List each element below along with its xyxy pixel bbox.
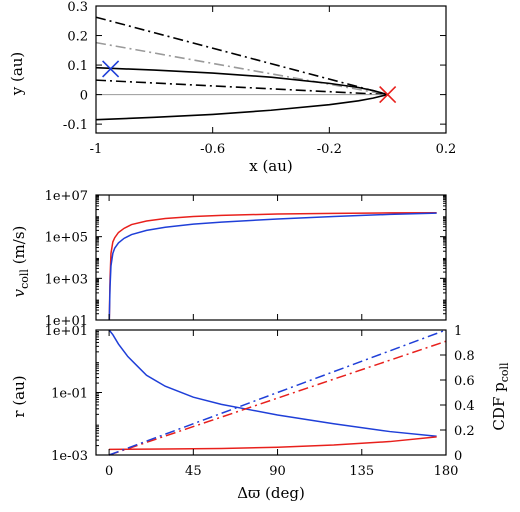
y-tick-label: -0.1	[63, 118, 88, 133]
y-tick-label: 1e+01	[45, 314, 88, 329]
velocity-line-0	[108, 211, 437, 321]
x-tick-label: 0.2	[436, 142, 457, 157]
orbit-line-4	[95, 66, 388, 96]
y-tick-label: 1e+05	[45, 231, 88, 246]
distance-line-1	[109, 436, 437, 451]
orbit-panel: -1 -0.6 -0.2 0.2 -0.1 0 0.1 0.2 0.3 x (au) y (au)	[8, 0, 456, 175]
y2-label-main: CDF p	[490, 382, 508, 430]
y2-tick-label: 0.4	[454, 399, 475, 414]
y-label-unit: (m/s)	[10, 226, 28, 269]
y2-axis-label: CDF pcoll	[490, 362, 511, 431]
x-tick-label: -0.2	[317, 142, 342, 157]
y-label-main: v	[10, 288, 28, 297]
distance-line-3	[108, 329, 447, 456]
x-tick-label: 45	[185, 464, 202, 479]
y2-tick-label: 0.2	[454, 424, 475, 439]
velocity-panel: 1e+01 1e+03 1e+05 1e+07 vcoll (m/s)	[10, 189, 447, 329]
velocity-line-1	[108, 212, 437, 321]
x-axis-label: x (au)	[249, 157, 293, 175]
y-label-sub: coll	[18, 269, 31, 289]
y-tick-label: 1e-01	[51, 387, 88, 402]
orbit-line-5	[95, 93, 388, 121]
distance-panel: 1e-03 1e-01 1e+01 0 0.2 0.4 0.6 0.8 1 0 45 90 135 180…	[10, 324, 511, 502]
velocity-frame	[95, 194, 447, 321]
distance-line-0	[108, 329, 437, 437]
x-axis-label: Δϖ (deg)	[237, 484, 305, 502]
y2-tick-label: 0	[454, 449, 462, 464]
y-tick-label: 0	[80, 89, 88, 104]
orbit-line-1	[95, 41, 388, 96]
x-tick-label: -0.6	[200, 142, 225, 157]
y-axis-label: r (au)	[10, 375, 28, 417]
orbit-line-2	[95, 79, 388, 96]
y-tick-label: 1e+03	[45, 272, 88, 287]
y-tick-label: 0.2	[67, 30, 88, 45]
orbit-frame	[95, 5, 447, 134]
y-tick-label: 0.1	[67, 59, 88, 74]
y-axis-label: y (au)	[8, 52, 26, 97]
distance-line-2	[108, 340, 447, 456]
x-tick-label: 180	[434, 464, 459, 479]
x-tick-label: 0	[105, 464, 113, 479]
x-tick-label: 135	[349, 464, 374, 479]
y-tick-label: 1e-03	[51, 449, 88, 464]
y2-tick-label: 0.8	[454, 349, 475, 364]
y2-tick-label: 0.6	[454, 374, 475, 389]
x-tick-label: -1	[90, 142, 103, 157]
orbit-marker-1	[379, 86, 397, 104]
y2-label-sub: coll	[498, 362, 511, 382]
y-tick-label: 0.3	[67, 0, 88, 15]
y-tick-label: 1e+01	[45, 324, 88, 339]
y-axis-label: vcoll (m/s)	[10, 226, 31, 298]
y2-tick-label: 1	[454, 324, 462, 339]
orbit-marker-0	[102, 60, 120, 78]
x-tick-label: 90	[269, 464, 286, 479]
y-tick-label: 1e+07	[45, 189, 88, 204]
